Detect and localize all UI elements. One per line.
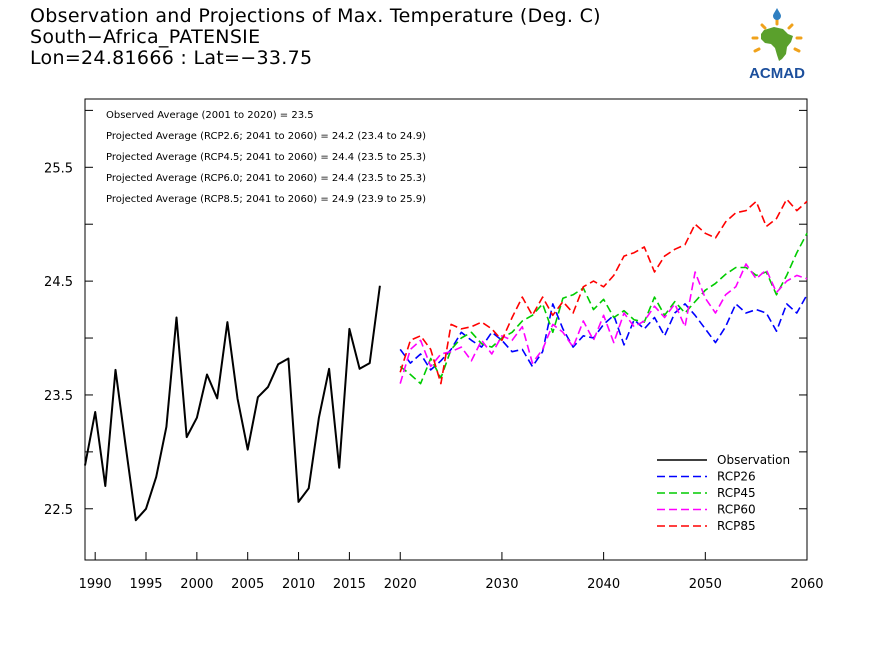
legend-label: Observation <box>717 453 790 467</box>
y-axis: 22.5 23.5 24.5 25.5 <box>44 109 807 518</box>
y-tick-label: 23.5 <box>44 389 73 404</box>
x-tick-label: 2010 <box>282 577 315 592</box>
y-tick-label: 24.5 <box>44 275 73 290</box>
water-drop-icon <box>773 8 781 20</box>
acmad-logo: ACMAD <box>749 8 805 82</box>
annotation-line: Projected Average (RCP8.5; 2041 to 2060)… <box>106 194 426 205</box>
series-lines <box>84 198 808 522</box>
annotation-line: Projected Average (RCP4.5; 2041 to 2060)… <box>106 152 426 163</box>
x-tick-label: 2005 <box>231 577 264 592</box>
x-tick-label: 2030 <box>485 577 518 592</box>
legend-label: RCP60 <box>717 503 756 517</box>
africa-map-icon <box>761 27 793 61</box>
legend-label: RCP45 <box>717 486 756 500</box>
x-tick-label: 2015 <box>333 577 366 592</box>
annotation-line: Observed Average (2001 to 2020) = 23.5 <box>106 110 314 121</box>
legend-label: RCP26 <box>717 470 756 484</box>
series-line-rcp45 <box>399 232 808 385</box>
legend-label: RCP85 <box>717 519 756 533</box>
x-tick-label: 1995 <box>129 577 162 592</box>
chart-annotations: Observed Average (2001 to 2020) = 23.5 Pr… <box>106 110 426 205</box>
x-axis: 1990 1995 2000 2005 2010 2015 2020 2030 2040 2050… <box>79 552 824 592</box>
x-tick-label: 2020 <box>384 577 417 592</box>
chart-title: Observation and Projections of Max. Temp… <box>30 5 601 27</box>
legend: Observation RCP26 RCP45 RCP60 RCP85 <box>657 453 790 533</box>
logo-text: ACMAD <box>749 65 805 82</box>
x-tick-label: 2000 <box>180 577 213 592</box>
series-line-rcp85 <box>399 198 808 385</box>
series-line-observation <box>84 285 381 522</box>
series-line-rcp60 <box>399 263 808 384</box>
annotation-line: Projected Average (RCP2.6; 2041 to 2060)… <box>106 131 426 142</box>
x-tick-label: 2040 <box>587 577 620 592</box>
annotation-line: Projected Average (RCP6.0; 2041 to 2060)… <box>106 173 426 184</box>
series-line-rcp26 <box>399 294 808 371</box>
y-tick-label: 22.5 <box>44 503 73 518</box>
plot-frame <box>84 98 808 561</box>
x-tick-label: 2060 <box>790 577 823 592</box>
chart-titles: Observation and Projections of Max. Temp… <box>30 6 601 69</box>
chart-subtitle-coordinates: Lon=24.81666 : Lat=−33.75 <box>30 47 313 69</box>
x-tick-label: 1990 <box>79 577 112 592</box>
x-tick-label: 2050 <box>689 577 722 592</box>
y-tick-label: 25.5 <box>44 161 73 176</box>
sun-rays-icon <box>751 18 803 53</box>
chart-subtitle-location: South−Africa_PATENSIE <box>30 26 261 48</box>
